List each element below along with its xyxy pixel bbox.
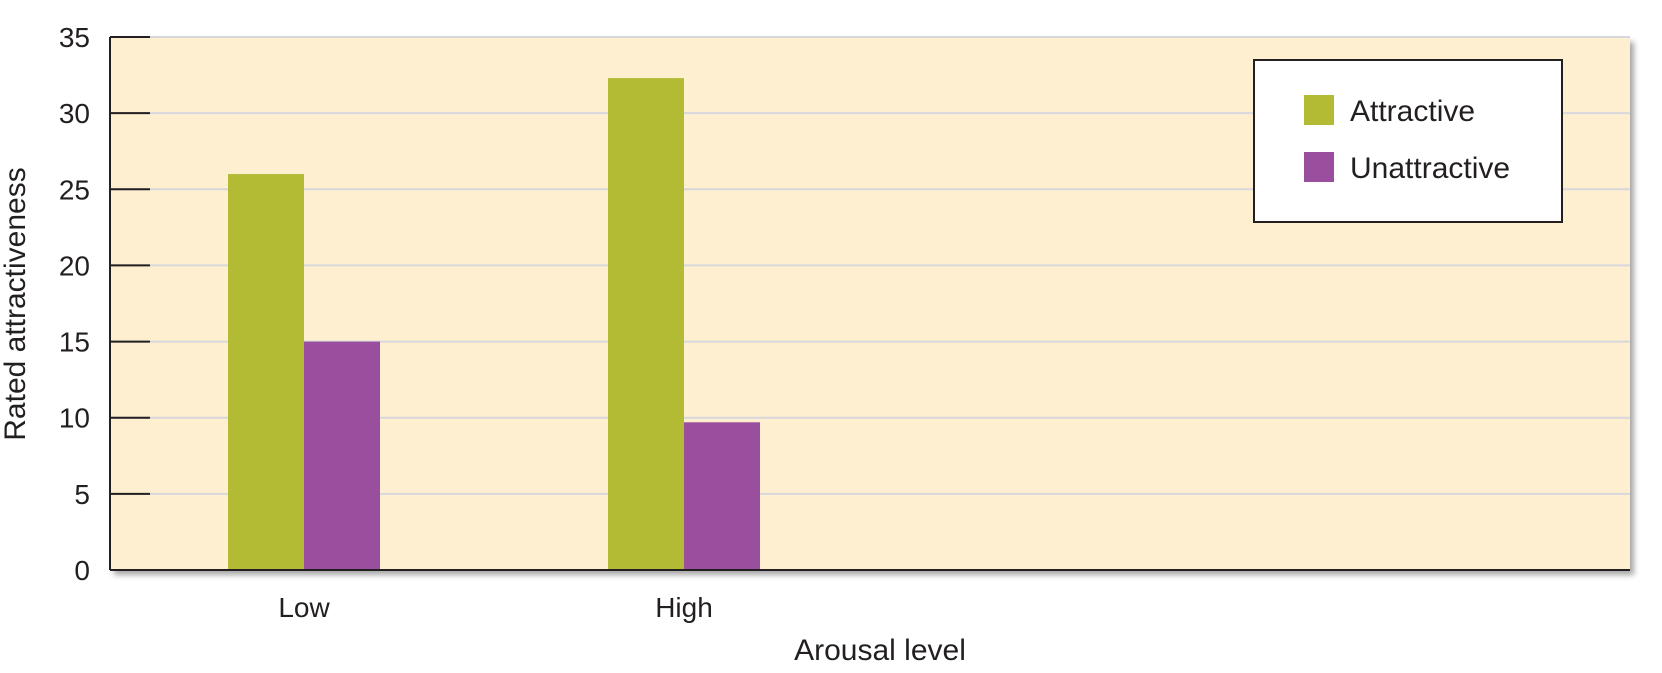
- bar-unattractive-low: [304, 341, 380, 570]
- legend-label-unattractive: Unattractive: [1350, 152, 1510, 185]
- bar-attractive-low: [228, 174, 304, 571]
- bar-attractive-high: [608, 78, 684, 571]
- y-tick-label-15: 15: [59, 327, 90, 358]
- y-tick-label-20: 20: [59, 250, 90, 281]
- y-tick-label-35: 35: [59, 22, 90, 53]
- legend-swatch-attractive: [1304, 95, 1334, 125]
- x-axis-title: Arousal level: [794, 634, 966, 667]
- x-axis-tick-labels: Low High: [278, 592, 712, 623]
- y-tick-label-25: 25: [59, 174, 90, 205]
- y-axis-ticks: 0 5 10 15 20 25 30 35: [59, 22, 150, 586]
- y-axis-title: Rated attractiveness: [0, 167, 32, 440]
- legend-box: [1253, 59, 1563, 223]
- y-tick-label-30: 30: [59, 98, 90, 129]
- legend-label-attractive: Attractive: [1350, 95, 1475, 128]
- legend-swatch-unattractive: [1304, 152, 1334, 182]
- bars: [228, 78, 760, 571]
- y-tick-label-5: 5: [74, 479, 90, 510]
- y-tick-label-10: 10: [59, 403, 90, 434]
- x-tick-label-low: Low: [278, 592, 330, 623]
- x-tick-label-high: High: [655, 592, 713, 623]
- bar-unattractive-high: [684, 422, 760, 570]
- y-tick-label-0: 0: [74, 555, 90, 586]
- legend: Attractive Unattractive: [1253, 59, 1563, 223]
